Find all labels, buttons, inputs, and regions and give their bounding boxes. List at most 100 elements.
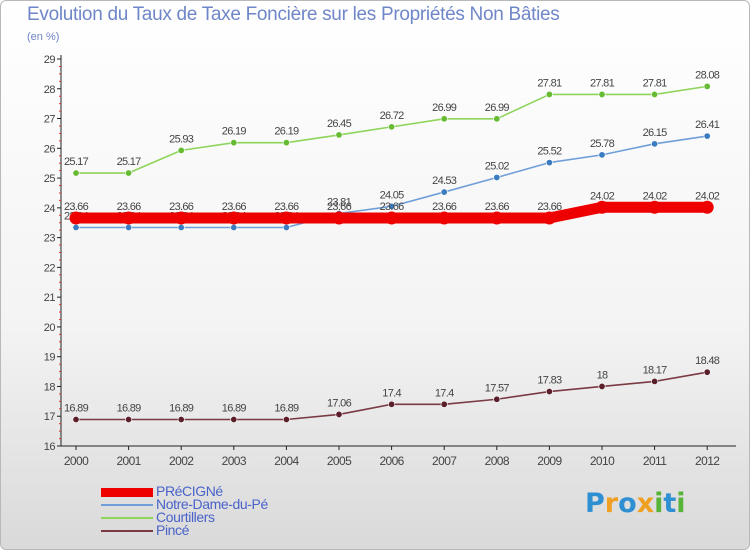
- data-label-pince: 16.89: [64, 403, 89, 415]
- x-tick-label: 2011: [643, 454, 667, 468]
- data-label-precigne: 23.66: [274, 201, 299, 213]
- y-tick-label: 17: [44, 411, 56, 423]
- data-label-precigne: 24.02: [590, 190, 615, 202]
- data-point-courtillers: [493, 115, 501, 123]
- data-label-precigne: 23.66: [432, 201, 457, 213]
- data-label-notre-dame-du-pe: 25.78: [590, 138, 615, 150]
- x-tick-label: 2006: [379, 454, 404, 468]
- data-point-courtillers: [72, 169, 80, 177]
- x-tick-label: 2012: [695, 454, 720, 468]
- data-point-precigne: [385, 211, 399, 225]
- proxiti-logo: Proxiti: [585, 488, 686, 519]
- logo-letter: P: [585, 488, 605, 519]
- data-label-courtillers: 28.08: [695, 69, 720, 81]
- data-point-notre-dame-du-pe: [545, 159, 553, 167]
- data-point-pince: [651, 377, 659, 385]
- data-point-notre-dame-du-pe: [177, 223, 185, 231]
- data-point-pince: [703, 368, 711, 376]
- data-label-precigne: 24.02: [695, 190, 720, 202]
- x-tick-label: 2004: [274, 454, 299, 468]
- y-tick-label: 25: [44, 173, 56, 185]
- data-point-notre-dame-du-pe: [230, 223, 238, 231]
- data-point-precigne: [700, 200, 714, 214]
- data-point-pince: [545, 388, 553, 396]
- data-point-pince: [177, 416, 185, 424]
- x-tick-label: 2005: [327, 454, 352, 468]
- data-point-precigne: [279, 211, 293, 225]
- legend-label: Notre-Dame-du-Pé: [156, 496, 268, 512]
- data-label-precigne: 23.66: [537, 201, 562, 213]
- data-point-precigne: [174, 211, 188, 225]
- data-point-precigne: [122, 211, 136, 225]
- data-label-pince: 16.89: [169, 403, 194, 415]
- y-tick-label: 22: [44, 262, 56, 274]
- data-label-pince: 18.48: [695, 355, 720, 367]
- unit-label: (en %): [27, 31, 60, 43]
- data-label-notre-dame-du-pe: 26.15: [643, 127, 668, 139]
- data-label-precigne: 23.66: [327, 201, 352, 213]
- data-label-courtillers: 26.99: [485, 102, 510, 114]
- data-point-pince: [282, 416, 290, 424]
- data-label-pince: 18.17: [643, 364, 668, 376]
- logo-letter: i: [676, 488, 686, 519]
- data-label-precigne: 23.66: [380, 201, 405, 213]
- legend-label: PRéCIGNé: [156, 483, 223, 499]
- data-label-courtillers: 27.81: [537, 77, 562, 89]
- data-label-courtillers: 26.19: [222, 126, 247, 138]
- x-tick-label: 2002: [169, 454, 194, 468]
- data-label-precigne: 23.66: [169, 201, 194, 213]
- legend-label: Courtillers: [156, 509, 215, 525]
- data-point-notre-dame-du-pe: [493, 173, 501, 181]
- legend-label: Pincé: [156, 522, 190, 538]
- chart-title: Evolution du Taux de Taxe Foncière sur l…: [27, 4, 560, 25]
- logo-letter: t: [663, 488, 677, 519]
- data-point-courtillers: [651, 90, 659, 98]
- data-point-precigne: [595, 200, 609, 214]
- data-point-precigne: [332, 211, 346, 225]
- y-tick-label: 19: [44, 352, 56, 364]
- x-tick-label: 2008: [485, 454, 510, 468]
- data-point-courtillers: [598, 90, 606, 98]
- data-label-courtillers: 25.93: [169, 133, 194, 145]
- data-label-notre-dame-du-pe: 26.41: [695, 119, 720, 131]
- legend-swatch: [101, 504, 153, 506]
- data-label-pince: 16.89: [117, 403, 142, 415]
- data-label-pince: 17.57: [485, 382, 510, 394]
- data-label-courtillers: 26.72: [380, 110, 405, 122]
- y-tick-label: 18: [44, 381, 56, 393]
- data-point-courtillers: [177, 146, 185, 154]
- data-label-courtillers: 25.17: [117, 156, 142, 168]
- data-label-precigne: 23.66: [117, 201, 142, 213]
- data-point-courtillers: [703, 82, 711, 90]
- y-tick-label: 21: [44, 292, 56, 304]
- x-tick-label: 2001: [116, 454, 141, 468]
- y-tick-label: 27: [44, 114, 56, 126]
- data-point-pince: [335, 410, 343, 418]
- data-point-notre-dame-du-pe: [388, 202, 396, 210]
- data-point-precigne: [542, 211, 556, 225]
- data-point-notre-dame-du-pe: [703, 132, 711, 140]
- data-label-precigne: 23.66: [64, 201, 89, 213]
- data-label-pince: 16.89: [222, 403, 247, 415]
- data-point-pince: [388, 400, 396, 408]
- data-point-courtillers: [282, 139, 290, 147]
- data-label-precigne: 23.66: [485, 201, 510, 213]
- data-label-notre-dame-du-pe: 24.53: [432, 175, 457, 187]
- x-tick-label: 2000: [64, 454, 89, 468]
- data-label-precigne: 23.66: [222, 201, 247, 213]
- data-point-pince: [72, 416, 80, 424]
- data-label-courtillers: 26.45: [327, 118, 352, 130]
- data-point-courtillers: [125, 169, 133, 177]
- data-label-courtillers: 27.81: [643, 77, 668, 89]
- data-point-precigne: [490, 211, 504, 225]
- data-point-notre-dame-du-pe: [598, 151, 606, 159]
- data-point-precigne: [69, 211, 83, 225]
- logo-letter: x: [636, 488, 655, 519]
- data-label-pince: 18: [597, 369, 608, 381]
- data-label-notre-dame-du-pe: 25.52: [537, 146, 562, 158]
- legend-swatch: [101, 488, 153, 497]
- legend-swatch: [101, 517, 153, 519]
- data-point-notre-dame-du-pe: [125, 223, 133, 231]
- data-label-courtillers: 27.81: [590, 77, 615, 89]
- logo-letter: r: [604, 488, 619, 519]
